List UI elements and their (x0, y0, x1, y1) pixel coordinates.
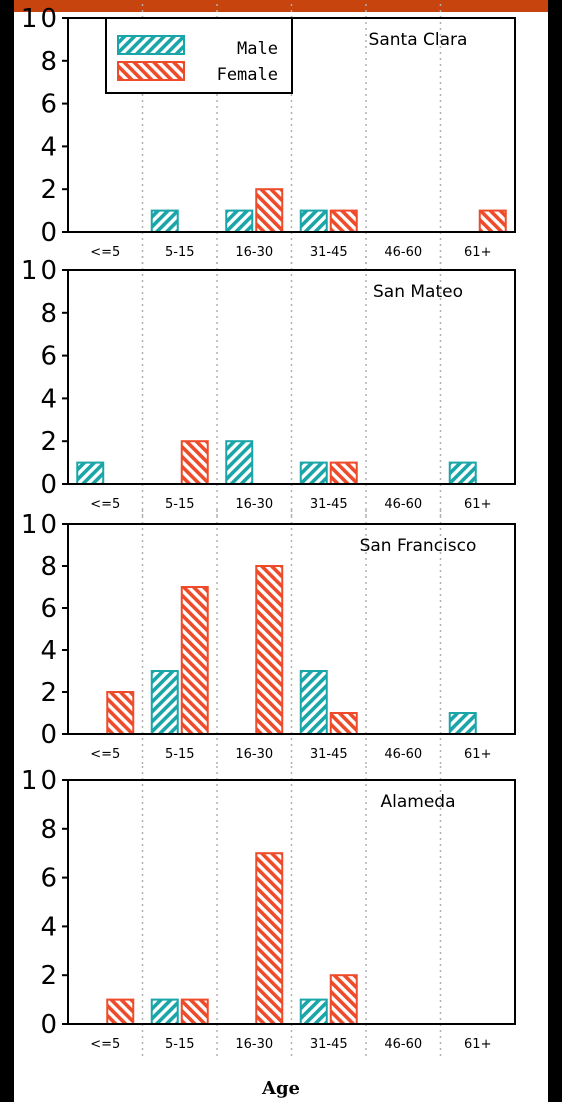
panel-san-francisco: 0 2 4 6 8 10 <=5 5-15 16-30 31-45 46-60 61+ San Fran… (21, 510, 516, 768)
y-tick-label: 2 (40, 678, 60, 708)
x-category-label: 16-30 (235, 747, 273, 762)
panel-santa-clara: 0 2 4 6 8 10 <=5 5-15 16-30 31-45 46-60 61+ Santa Cl… (21, 4, 516, 266)
bar-female-2 (255, 852, 284, 1026)
x-category-label: 5-15 (165, 1037, 195, 1052)
x-category-label: 31-45 (310, 497, 348, 512)
bar-female-3 (329, 209, 358, 234)
x-category-label: 46-60 (384, 245, 422, 260)
y-tick-label: 8 (40, 552, 60, 582)
y-tick-label: 6 (40, 90, 60, 120)
x-category-label: 61+ (464, 1037, 491, 1052)
y-tick-label: 6 (40, 342, 60, 372)
y-tick-label: 4 (40, 636, 60, 666)
bar-male-2 (225, 440, 254, 486)
left-border (0, 0, 14, 1102)
y-tick-label: 10 (21, 510, 60, 540)
x-category-label: 46-60 (384, 497, 422, 512)
panel-title: San Mateo (373, 282, 463, 302)
panel-title: Santa Clara (369, 30, 468, 50)
x-category-label: <=5 (90, 245, 120, 260)
bar-male-3 (299, 209, 328, 234)
y-tick-label: 0 (40, 1010, 60, 1040)
y-tick-label: 4 (40, 132, 60, 162)
y-tick-label: 8 (40, 299, 60, 329)
y-tick-label: 6 (40, 864, 60, 894)
bar-male-5 (448, 461, 477, 486)
bar-female-1 (180, 586, 209, 735)
x-category-label: 46-60 (384, 1037, 422, 1052)
y-tick-label: 10 (21, 4, 60, 34)
bar-male-1 (150, 209, 179, 234)
plot-frame (67, 523, 516, 735)
x-category-label: 61+ (464, 747, 491, 762)
y-tick-label: 10 (21, 766, 60, 796)
panel-title: San Francisco (360, 536, 477, 556)
plot-frame (67, 779, 516, 1025)
y-tick-label: 4 (40, 912, 60, 942)
panel-title: Alameda (381, 792, 456, 812)
x-category-label: 61+ (464, 497, 491, 512)
plot-frame (67, 269, 516, 485)
y-tick-label: 8 (40, 47, 60, 77)
bar-female-0 (106, 998, 135, 1025)
x-axis-label: Age (261, 1078, 300, 1099)
right-border (548, 0, 562, 1102)
x-category-label: 5-15 (165, 497, 195, 512)
x-category-label: 16-30 (235, 497, 273, 512)
y-tick-label: 2 (40, 961, 60, 991)
panel-san-mateo: 0 2 4 6 8 10 <=5 5-15 16-30 31-45 46-60 61+ San Mate… (21, 256, 516, 518)
x-category-label: <=5 (90, 1037, 120, 1052)
bar-female-1 (180, 440, 209, 486)
legend-swatch-female (117, 61, 185, 81)
bar-male-0 (76, 461, 105, 486)
bar-female-1 (180, 998, 209, 1025)
bar-female-0 (106, 691, 135, 735)
x-category-label: 16-30 (235, 1037, 273, 1052)
x-category-label: 5-15 (165, 245, 195, 260)
bar-female-5 (478, 209, 507, 234)
panel-alameda: 0 2 4 6 8 10 <=5 5-15 16-30 31-45 46-60 61+ Alameda (21, 766, 516, 1058)
bar-female-2 (255, 188, 284, 233)
bar-male-1 (150, 670, 179, 735)
x-category-label: 31-45 (310, 747, 348, 762)
y-tick-label: 2 (40, 427, 60, 457)
legend-label-male: Male (237, 39, 278, 59)
x-category-label: <=5 (90, 747, 120, 762)
y-tick-label: 10 (21, 256, 60, 286)
bar-female-3 (329, 712, 358, 735)
bar-male-1 (150, 998, 179, 1025)
bar-female-3 (329, 974, 358, 1026)
x-category-label: <=5 (90, 497, 120, 512)
legend: Male Female (105, 17, 293, 94)
x-category-label: 46-60 (384, 747, 422, 762)
x-category-label: 5-15 (165, 747, 195, 762)
legend-label-female: Female (217, 65, 278, 85)
y-tick-label: 6 (40, 594, 60, 624)
y-tick-label: 0 (40, 720, 60, 750)
x-category-label: 31-45 (310, 1037, 348, 1052)
bar-female-3 (329, 461, 358, 486)
y-tick-label: 0 (40, 218, 60, 248)
bar-male-2 (225, 209, 254, 234)
legend-swatch-male (117, 35, 185, 55)
bar-male-3 (299, 461, 328, 486)
y-tick-label: 8 (40, 815, 60, 845)
bar-male-3 (299, 998, 328, 1025)
x-category-label: 61+ (464, 245, 491, 260)
bar-female-2 (255, 565, 284, 735)
x-category-label: 31-45 (310, 245, 348, 260)
y-tick-label: 0 (40, 470, 60, 500)
y-tick-label: 4 (40, 384, 60, 414)
bar-male-3 (299, 670, 328, 735)
y-tick-label: 2 (40, 175, 60, 205)
top-accent-bar (0, 0, 562, 12)
x-category-label: 16-30 (235, 245, 273, 260)
bar-male-5 (448, 712, 477, 735)
